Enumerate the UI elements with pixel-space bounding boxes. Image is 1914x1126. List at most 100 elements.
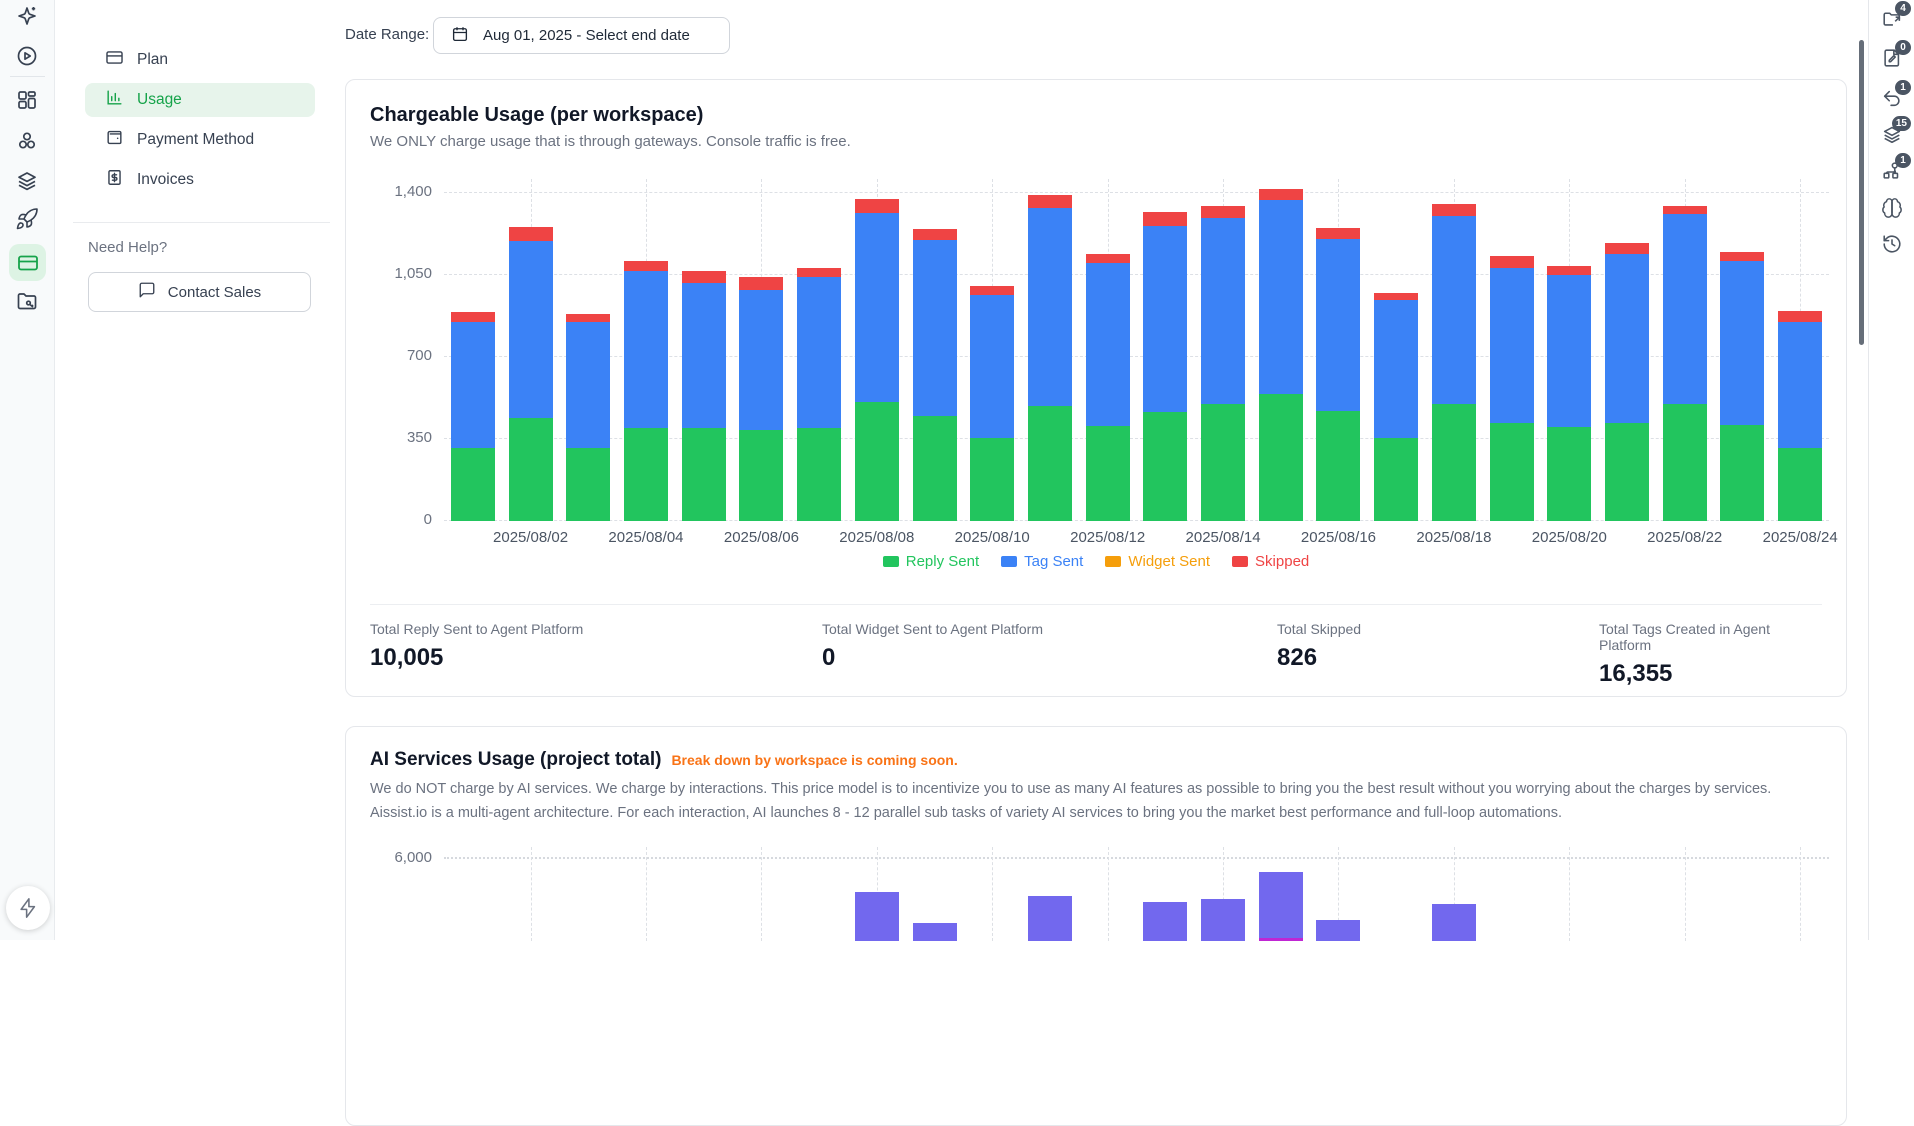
nav-item-label: Usage (137, 91, 182, 109)
card-subtitle: We ONLY charge usage that is through gat… (370, 133, 851, 150)
billing-card-icon[interactable] (9, 244, 46, 281)
nav-item-plan[interactable]: Plan (85, 43, 315, 77)
bar-2025/08/11-tag-sent (1028, 208, 1072, 406)
layers-stack-icon[interactable]: 15 (1881, 123, 1903, 145)
bar-2025/08/08-reply-sent (855, 402, 899, 521)
bar-2025/08/02-tag-sent (509, 241, 553, 418)
bar-2025/08/20-reply-sent (1547, 427, 1591, 521)
left-icon-rail (0, 0, 55, 940)
legend-label: Tag Sent (1024, 553, 1083, 570)
play-circle-icon[interactable] (15, 44, 39, 68)
bar-2025/08/18-skipped (1432, 204, 1476, 216)
ai-usage-chart: 6,000 (346, 847, 1846, 941)
gridline-x (1685, 847, 1686, 941)
bar-2025/08/21-tag-sent (1605, 254, 1649, 423)
quick-actions-button[interactable] (6, 886, 50, 930)
ai-bar-2025/08/18 (1432, 904, 1476, 941)
app-root: Plan Usage Payment Method Invoices Need … (0, 0, 1914, 940)
badge-count: 0 (1895, 40, 1911, 55)
bar-2025/08/15-reply-sent (1259, 394, 1303, 521)
return-arrow-icon[interactable]: 1 (1881, 87, 1903, 109)
bar-2025/08/19-tag-sent (1490, 268, 1534, 423)
bar-2025/08/24-skipped (1778, 311, 1822, 322)
bar-2025/08/02-skipped (509, 227, 553, 241)
bar-2025/08/23-tag-sent (1720, 261, 1764, 425)
wallet-icon (105, 128, 124, 152)
ai-sparkles-icon[interactable] (15, 4, 39, 28)
ai-bar-2025/08/08 (855, 892, 899, 941)
brain-icon[interactable] (1881, 197, 1903, 219)
bar-2025/08/15-tag-sent (1259, 200, 1303, 394)
nav-item-payment-method[interactable]: Payment Method (85, 123, 315, 157)
ai-card-title-row: AI Services Usage (project total) Break … (370, 749, 958, 771)
rocket-icon[interactable] (15, 207, 39, 231)
bar-2025/08/20-tag-sent (1547, 275, 1591, 427)
gridline-x (1800, 847, 1801, 941)
legend-item-reply-sent: Reply Sent (883, 553, 979, 570)
stat-total-widget: Total Widget Sent to Agent Platform 0 (822, 621, 1277, 688)
bar-2025/08/03-tag-sent (566, 322, 610, 448)
ai-services-usage-card: AI Services Usage (project total) Break … (345, 726, 1847, 1126)
bar-2025/08/12-skipped (1086, 254, 1130, 263)
bar-2025/08/13-reply-sent (1143, 412, 1187, 521)
vertical-scrollbar-thumb[interactable] (1859, 40, 1864, 345)
y-axis-tick-label: 1,050 (346, 265, 432, 282)
credit-card-icon (105, 48, 124, 72)
contact-sales-button[interactable]: Contact Sales (88, 272, 311, 312)
bar-2025/08/24-tag-sent (1778, 322, 1822, 448)
rail-divider (10, 76, 45, 77)
date-range-picker[interactable]: Aug 01, 2025 - Select end date (433, 17, 730, 54)
x-axis-tick-label: 2025/08/04 (608, 529, 683, 546)
nav-item-usage[interactable]: Usage (85, 83, 315, 117)
cluster-icon[interactable] (15, 129, 39, 153)
x-axis-tick-label: 2025/08/14 (1186, 529, 1261, 546)
bar-2025/08/22-skipped (1663, 206, 1707, 214)
nav-item-label: Plan (137, 51, 168, 69)
bar-2025/08/08-tag-sent (855, 213, 899, 402)
bar-2025/08/07-tag-sent (797, 277, 841, 428)
draft-note-icon[interactable]: 0 (1881, 47, 1903, 69)
x-axis-tick-label: 2025/08/10 (955, 529, 1030, 546)
bar-2025/08/03-skipped (566, 314, 610, 322)
bar-2025/08/14-skipped (1201, 206, 1245, 218)
ai-bar-2025/08/09 (913, 923, 957, 941)
bar-2025/08/13-tag-sent (1143, 226, 1187, 412)
layers-icon[interactable] (15, 169, 39, 193)
x-axis-tick-label: 2025/08/16 (1301, 529, 1376, 546)
ai-bar-2025/08/15 (1259, 872, 1303, 941)
nav-divider (73, 222, 330, 223)
nav-item-invoices[interactable]: Invoices (85, 163, 315, 197)
chargeable-usage-card: Chargeable Usage (per workspace) We ONLY… (345, 79, 1847, 697)
history-icon[interactable] (1881, 233, 1903, 255)
legend-label: Reply Sent (906, 553, 979, 570)
bar-2025/08/05-tag-sent (682, 283, 726, 428)
y-axis-tick-label: 700 (346, 347, 432, 364)
bar-2025/08/06-reply-sent (739, 430, 783, 521)
x-axis-tick-label: 2025/08/24 (1763, 529, 1838, 546)
ai-bar-2025/08/14 (1201, 899, 1245, 941)
y-axis-tick-label: 0 (346, 511, 432, 528)
folder-key-icon[interactable] (15, 289, 39, 313)
x-axis-tick-label: 2025/08/02 (493, 529, 568, 546)
bar-2025/08/04-skipped (624, 261, 668, 271)
gridline-x (1569, 847, 1570, 941)
bar-2025/08/17-tag-sent (1374, 300, 1418, 438)
stats-divider (370, 604, 1822, 605)
bar-2025/08/12-reply-sent (1086, 426, 1130, 521)
workflow-icon[interactable]: 1 (1881, 160, 1903, 182)
bar-2025/08/11-reply-sent (1028, 406, 1072, 521)
bar-2025/08/01-tag-sent (451, 322, 495, 448)
bar-2025/08/07-reply-sent (797, 428, 841, 521)
badge-count: 4 (1895, 1, 1911, 16)
ai-card-subtitle-2: Aissist.io is a multi-agent architecture… (370, 805, 1562, 821)
export-folder-icon[interactable]: 4 (1881, 8, 1903, 30)
bar-2025/08/12-tag-sent (1086, 263, 1130, 426)
billing-nav: Plan Usage Payment Method Invoices Need … (55, 0, 345, 940)
bar-2025/08/22-tag-sent (1663, 214, 1707, 404)
bar-2025/08/15-skipped (1259, 189, 1303, 200)
bar-chart-icon (105, 88, 124, 112)
legend-swatch (1232, 556, 1248, 567)
legend-swatch (1001, 556, 1017, 567)
dashboard-grid-icon[interactable] (15, 88, 39, 112)
badge-count: 1 (1895, 153, 1911, 168)
